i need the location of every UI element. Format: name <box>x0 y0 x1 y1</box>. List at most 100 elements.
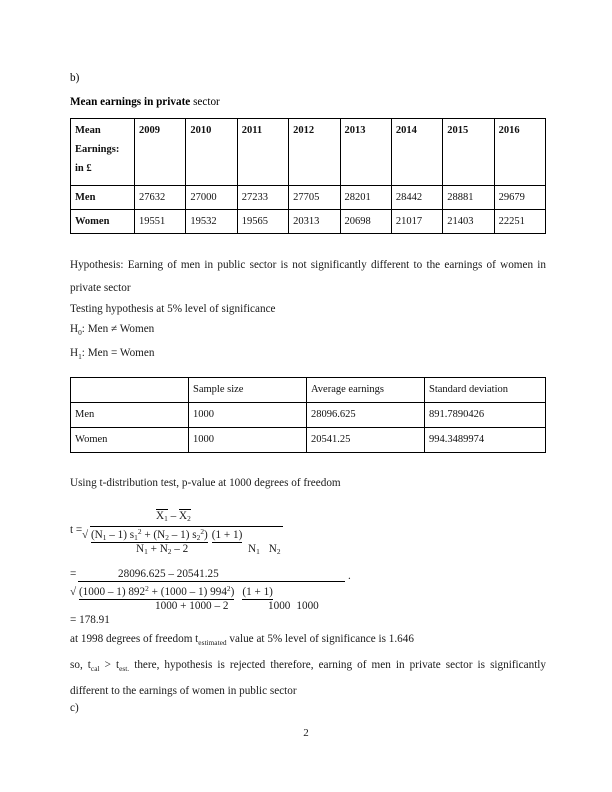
s1-subscript: 1 <box>134 533 138 543</box>
table-header-row: Mean Earnings: in £ 2009 2010 2011 2012 … <box>70 118 547 186</box>
corner-line-3: in £ <box>75 163 92 174</box>
men-2012: 27705 <box>288 185 341 210</box>
tdist-intro: Using t-distribution test, p-value at 10… <box>70 477 341 490</box>
substitution-fraction-bar <box>78 581 345 583</box>
t-formula-denominator-bottom: N1 + N2 – 2 <box>136 542 188 556</box>
t-cal-subscript: cal <box>90 663 100 673</box>
denominator-close-paren: ) <box>204 529 208 542</box>
denominator-plus: + (N <box>141 529 166 542</box>
pooled-variance-numerator: (N1 – 1) s12 + (N2 – 1) s22) <box>90 527 208 544</box>
s2-subscript: 2 <box>196 533 201 543</box>
section-heading: Mean earnings in private sector <box>70 92 546 112</box>
men-2015: 28881 <box>442 185 495 210</box>
h1-text: : Men = Women <box>81 347 155 360</box>
spacer <box>70 493 546 507</box>
alt-hypothesis-line: H1: Men = Women <box>70 343 546 367</box>
year-header-2015: 2015 <box>442 118 495 186</box>
right-n2: N <box>268 543 277 556</box>
page-number: 2 <box>303 727 309 739</box>
year-header-2012: 2012 <box>288 118 341 186</box>
hypothesis-statement: Hypothesis: Earning of men in public sec… <box>70 259 546 294</box>
substitution-one-over-n-group: (1 + 1) <box>242 586 273 601</box>
substitution-trailing-dot: . <box>348 570 351 583</box>
stats-corner-cell <box>70 377 189 404</box>
stats-women-average-earnings: 20541.25 <box>306 427 425 454</box>
h0-prefix: H <box>70 323 79 335</box>
men-2011: 27233 <box>236 185 290 210</box>
conclusion-line-1: at 1998 degrees of freedom testimated va… <box>70 629 546 653</box>
n1-open: (N <box>90 529 103 542</box>
spacer <box>70 453 546 473</box>
x2-bar: X2 <box>178 509 191 524</box>
sub-bottom-right-b: 1000 <box>296 600 319 613</box>
bottom-n2-subscript: 2 <box>167 547 172 557</box>
men-2014: 28442 <box>390 185 444 210</box>
right-n2-subscript: 2 <box>276 547 281 557</box>
year-header-2009: 2009 <box>133 118 187 186</box>
n1-subscript: 1 <box>102 533 107 543</box>
sub-den-sup-1: 2 <box>145 584 149 594</box>
x2-symbol: X <box>178 510 188 523</box>
h1-prefix: H <box>70 347 79 360</box>
stats-men-standard-deviation: 891.7890426 <box>424 402 546 429</box>
women-2009: 19551 <box>133 209 187 234</box>
x2-subscript: 2 <box>187 514 191 524</box>
section-heading-rest: sector <box>190 96 220 108</box>
n2-subscript: 2 <box>165 533 169 543</box>
row-label-men: Men <box>70 185 135 210</box>
men-2013: 28201 <box>339 185 392 210</box>
n1-minus-one: – 1) s <box>106 529 135 542</box>
year-header-2014: 2014 <box>390 118 444 186</box>
sqrt-icon: √ <box>70 586 79 599</box>
table-row: Men 27632 27000 27233 27705 28201 28442 … <box>70 185 547 210</box>
t-estimated-subscript: estimated <box>198 638 227 648</box>
section-heading-bold: Mean earnings in private <box>70 96 191 108</box>
sub-den-mid: + (1000 – 1) 994 <box>148 586 227 599</box>
numerator-minus: – <box>167 510 179 523</box>
t-formula-lead: t = <box>70 524 83 537</box>
t-statistic-substitution: = 28096.625 – 20541.25 . √ (1000 – 1) 89… <box>70 567 546 629</box>
table-row: Women 19551 19532 19565 20313 20698 2101… <box>70 209 547 234</box>
right-n1-subscript: 1 <box>256 547 260 557</box>
stats-header-row: Sample size Average earnings Standard de… <box>70 377 546 404</box>
row-label-women: Women <box>70 209 135 234</box>
stats-header-standard-deviation: Standard deviation <box>424 377 546 404</box>
men-2016: 29679 <box>493 185 547 210</box>
sub-den-close: ) <box>230 586 235 599</box>
section-label-c: c) <box>70 702 79 714</box>
stats-header-sample-size: Sample size <box>188 377 307 404</box>
substitution-result: = 178.91 <box>70 614 110 627</box>
null-hypothesis-line: H0: Men ≠ Women <box>70 319 546 343</box>
conclusion-2-mid: > t <box>99 658 120 671</box>
substitution-denominator-top: √ (1000 – 1) 8922 + (1000 – 1) 9942) (1 +… <box>70 584 273 601</box>
h0-subscript: 0 <box>78 328 82 338</box>
women-2013: 20698 <box>339 209 392 234</box>
n2-minus-one: – 1) s <box>168 529 197 542</box>
year-header-2013: 2013 <box>339 118 392 186</box>
corner-line-2: Earnings: <box>75 144 120 155</box>
substitution-pooled-variance: (1000 – 1) 8922 + (1000 – 1) 9942) <box>78 584 235 601</box>
summary-statistics-table: Sample size Average earnings Standard de… <box>70 377 546 454</box>
year-header-2010: 2010 <box>185 118 238 186</box>
right-n1: N <box>248 543 257 556</box>
sub-bottom-right-a: 1000 <box>268 600 291 613</box>
t-formula-fraction-bar <box>90 526 283 528</box>
x1-symbol: X <box>156 510 165 523</box>
substitution-equals: = <box>70 568 77 581</box>
testing-line: Testing hypothesis at 5% level of signif… <box>70 303 276 315</box>
t-est-subscript: est. <box>119 663 130 673</box>
corner-line-1: Mean <box>75 125 101 136</box>
spacer <box>70 559 546 567</box>
s2-superscript: 2 <box>200 527 205 537</box>
women-2015: 21403 <box>442 209 495 234</box>
bottom-n1: N <box>136 543 145 556</box>
one-over-n-group: (1 + 1) <box>211 529 243 544</box>
h0-text: : Men ≠ Women <box>81 323 155 335</box>
x1-bar: X1 <box>156 509 168 523</box>
men-2010: 27000 <box>185 185 238 210</box>
year-header-2016: 2016 <box>493 118 547 186</box>
page-content: b) Mean earnings in private sector Mean … <box>70 68 547 703</box>
table-row: Men 1000 28096.625 891.7890426 <box>70 402 546 429</box>
substitution-denominator-bottom: 1000 + 1000 – 2 <box>155 600 229 613</box>
